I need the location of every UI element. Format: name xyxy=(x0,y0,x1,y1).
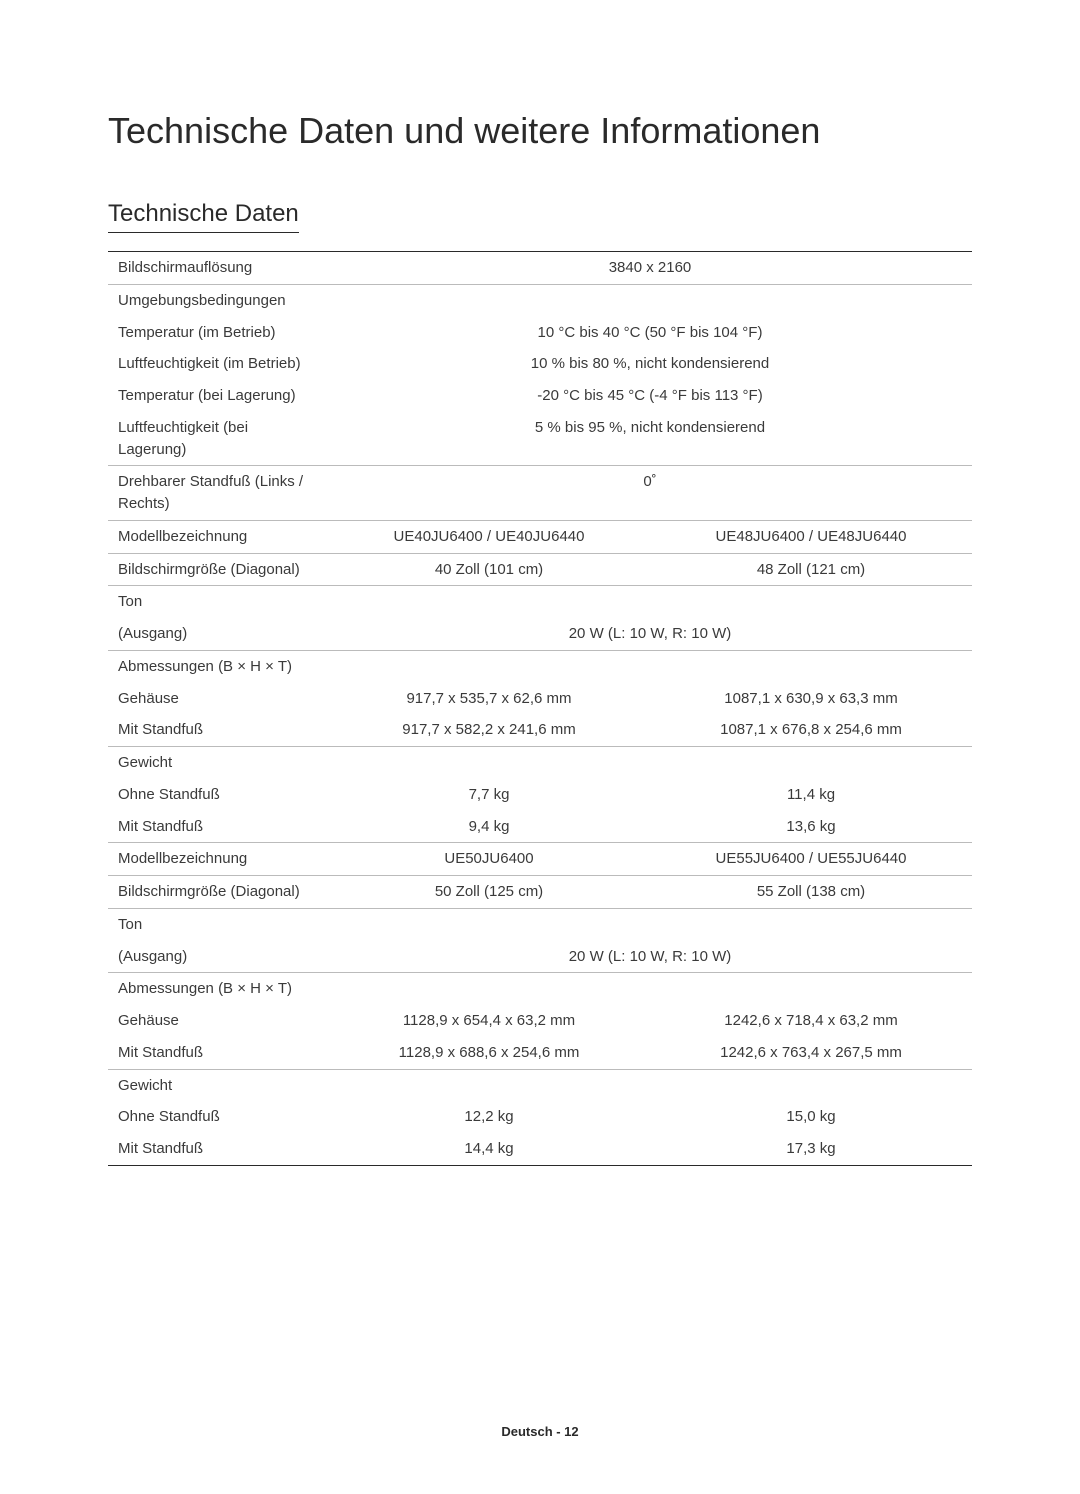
row-label: Ton xyxy=(108,908,328,940)
cell-value: 1128,9 x 654,4 x 63,2 mm xyxy=(328,1005,650,1037)
row-label: (Ausgang) xyxy=(108,941,328,973)
cell-value xyxy=(650,1069,972,1101)
section-title: Technische Daten xyxy=(108,200,299,233)
cell-value: 20 W (L: 10 W, R: 10 W) xyxy=(328,941,972,973)
cell-value xyxy=(328,650,650,682)
cell-value: 55 Zoll (138 cm) xyxy=(650,876,972,909)
cell-value: 1087,1 x 676,8 x 254,6 mm xyxy=(650,714,972,746)
cell-value: 40 Zoll (101 cm) xyxy=(328,553,650,586)
cell-value: -20 °C bis 45 °C (-4 °F bis 113 °F) xyxy=(328,380,972,412)
row-label: Temperatur (im Betrieb) xyxy=(108,317,328,349)
cell-value: 50 Zoll (125 cm) xyxy=(328,876,650,909)
cell-value: 917,7 x 582,2 x 241,6 mm xyxy=(328,714,650,746)
row-label: Abmessungen (B × H × T) xyxy=(108,650,328,682)
row-label: Temperatur (bei Lagerung) xyxy=(108,380,328,412)
page-footer: Deutsch - 12 xyxy=(0,1424,1080,1439)
row-label: Bildschirmauflösung xyxy=(108,252,328,285)
cell-value xyxy=(650,908,972,940)
row-label: Modellbezeichnung xyxy=(108,520,328,553)
cell-value xyxy=(328,1069,650,1101)
row-label: Luftfeuchtigkeit (bei Lagerung) xyxy=(108,412,328,466)
row-label: (Ausgang) xyxy=(108,618,328,650)
cell-value xyxy=(328,747,650,779)
cell-value xyxy=(328,973,650,1005)
row-label: Mit Standfuß xyxy=(108,714,328,746)
row-label: Bildschirmgröße (Diagonal) xyxy=(108,876,328,909)
cell-value: UE55JU6400 / UE55JU6440 xyxy=(650,843,972,876)
row-label: Ton xyxy=(108,586,328,618)
cell-value: 1242,6 x 718,4 x 63,2 mm xyxy=(650,1005,972,1037)
cell-value: UE48JU6400 / UE48JU6440 xyxy=(650,520,972,553)
cell-value: 1128,9 x 688,6 x 254,6 mm xyxy=(328,1037,650,1069)
cell-value: 15,0 kg xyxy=(650,1101,972,1133)
row-label: Umgebungsbedingungen xyxy=(108,284,328,316)
row-label: Drehbarer Standfuß (Links / Rechts) xyxy=(108,466,328,521)
row-label: Gehäuse xyxy=(108,1005,328,1037)
cell-value xyxy=(650,650,972,682)
row-label: Modellbezeichnung xyxy=(108,843,328,876)
row-label: Mit Standfuß xyxy=(108,1133,328,1165)
cell-value: 11,4 kg xyxy=(650,779,972,811)
cell-value: UE50JU6400 xyxy=(328,843,650,876)
cell-value: 9,4 kg xyxy=(328,811,650,843)
cell-value: 0˚ xyxy=(328,466,972,521)
cell-value: 7,7 kg xyxy=(328,779,650,811)
row-label: Ohne Standfuß xyxy=(108,1101,328,1133)
cell-value: 10 % bis 80 %, nicht kondensierend xyxy=(328,348,972,380)
cell-value: 1087,1 x 630,9 x 63,3 mm xyxy=(650,683,972,715)
cell-value xyxy=(328,586,650,618)
row-label: Luftfeuchtigkeit (im Betrieb) xyxy=(108,348,328,380)
cell-value xyxy=(650,973,972,1005)
row-label: Abmessungen (B × H × T) xyxy=(108,973,328,1005)
cell-value: 20 W (L: 10 W, R: 10 W) xyxy=(328,618,972,650)
cell-value xyxy=(650,586,972,618)
row-label: Gehäuse xyxy=(108,683,328,715)
cell-value: 3840 x 2160 xyxy=(328,252,972,285)
cell-value xyxy=(650,747,972,779)
cell-value xyxy=(328,284,972,316)
cell-value: 12,2 kg xyxy=(328,1101,650,1133)
cell-value: 917,7 x 535,7 x 62,6 mm xyxy=(328,683,650,715)
spec-table: Bildschirmauflösung 3840 x 2160 Umgebung… xyxy=(108,251,972,1166)
row-label: Ohne Standfuß xyxy=(108,779,328,811)
page-title: Technische Daten und weitere Information… xyxy=(108,110,972,152)
row-label: Mit Standfuß xyxy=(108,811,328,843)
cell-value: 14,4 kg xyxy=(328,1133,650,1165)
row-label: Gewicht xyxy=(108,747,328,779)
row-label: Mit Standfuß xyxy=(108,1037,328,1069)
cell-value: 5 % bis 95 %, nicht kondensierend xyxy=(328,412,972,466)
row-label: Bildschirmgröße (Diagonal) xyxy=(108,553,328,586)
cell-value: 48 Zoll (121 cm) xyxy=(650,553,972,586)
row-label: Gewicht xyxy=(108,1069,328,1101)
cell-value: 13,6 kg xyxy=(650,811,972,843)
cell-value: 10 °C bis 40 °C (50 °F bis 104 °F) xyxy=(328,317,972,349)
cell-value: 1242,6 x 763,4 x 267,5 mm xyxy=(650,1037,972,1069)
cell-value xyxy=(328,908,650,940)
cell-value: 17,3 kg xyxy=(650,1133,972,1165)
cell-value: UE40JU6400 / UE40JU6440 xyxy=(328,520,650,553)
